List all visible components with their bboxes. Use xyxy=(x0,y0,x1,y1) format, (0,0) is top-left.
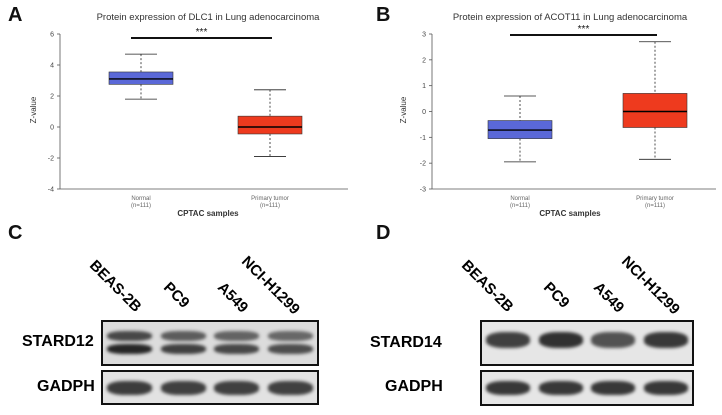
x-tick-label: Primary tumor xyxy=(636,196,674,202)
y-tick-label: 1 xyxy=(422,83,426,90)
x-tick-label: Primary tumor xyxy=(251,196,289,202)
blot-band xyxy=(214,344,260,354)
y-tick-label: -4 xyxy=(48,187,54,194)
lane-label: BEAS-2B xyxy=(458,256,517,316)
y-tick-label: 2 xyxy=(50,94,54,101)
lane-label: A549 xyxy=(214,278,252,317)
blot-band xyxy=(160,331,206,341)
x-tick-label: Normal xyxy=(510,196,529,202)
boxplot-acot11: Protein expression of ACOT11 in Lung ade… xyxy=(399,12,716,218)
control-row-label: GADPH xyxy=(385,378,443,395)
blot-band xyxy=(107,381,153,395)
sample-count-label: (n=111) xyxy=(131,203,151,209)
chart-title: Protein expression of DLC1 in Lung adeno… xyxy=(97,12,321,23)
y-tick-label: 2 xyxy=(422,57,426,64)
target-row-label: STARD12 xyxy=(22,333,94,350)
sample-count-label: (n=111) xyxy=(645,203,665,209)
target-membrane xyxy=(101,320,319,366)
blot-band xyxy=(538,381,583,395)
sample-count-label: (n=111) xyxy=(510,203,530,209)
box-tumor xyxy=(622,93,688,128)
lane-label: BEAS-2B xyxy=(86,256,145,316)
panel-letter-c: C xyxy=(8,222,23,244)
chart-title: Protein expression of ACOT11 in Lung ade… xyxy=(453,12,688,23)
lane-label: PC9 xyxy=(540,278,573,312)
y-tick-label: 0 xyxy=(50,125,54,132)
blot-band xyxy=(267,331,313,341)
blot-band xyxy=(107,344,153,354)
y-axis-label: Z-value xyxy=(399,96,408,123)
target-membrane xyxy=(480,320,694,366)
significance-stars: *** xyxy=(196,27,208,38)
control-row-label: GADPH xyxy=(37,378,95,395)
y-tick-label: -1 xyxy=(420,135,426,142)
blot-band xyxy=(267,381,313,395)
blot-band xyxy=(267,344,313,354)
control-membrane xyxy=(480,370,694,406)
blot-band xyxy=(160,381,206,395)
y-tick-label: 6 xyxy=(50,32,54,39)
blot-band xyxy=(214,381,260,395)
blot-band xyxy=(486,332,531,348)
sample-count-label: (n=111) xyxy=(260,203,280,209)
blot-band xyxy=(643,332,688,348)
box-normal xyxy=(108,71,174,85)
y-tick-label: -2 xyxy=(420,161,426,168)
x-axis-label: CPTAC samples xyxy=(177,209,239,218)
y-tick-label: -2 xyxy=(48,156,54,163)
lane-label: A549 xyxy=(590,278,628,317)
lane-label: NCI-H1299 xyxy=(238,252,304,319)
x-axis-label: CPTAC samples xyxy=(539,209,601,218)
box-tumor xyxy=(237,115,303,135)
blot-band xyxy=(107,331,153,341)
panel-letter-b: B xyxy=(376,4,391,26)
y-tick-label: 4 xyxy=(50,63,54,70)
x-tick-label: Normal xyxy=(131,196,150,202)
lane-label: NCI-H1299 xyxy=(618,252,684,319)
panel-letter-a: A xyxy=(8,4,23,26)
y-tick-label: -3 xyxy=(420,187,426,194)
blot-band xyxy=(486,381,531,395)
y-tick-label: 3 xyxy=(422,32,426,39)
boxplot-dlc1: Protein expression of DLC1 in Lung adeno… xyxy=(29,12,348,218)
blot-band xyxy=(591,381,636,395)
panel-letter-d: D xyxy=(376,222,391,244)
lane-label: PC9 xyxy=(160,278,193,312)
blot-band xyxy=(160,344,206,354)
blot-band xyxy=(591,332,636,348)
control-membrane xyxy=(101,370,319,405)
blot-band xyxy=(643,381,688,395)
target-row-label: STARD14 xyxy=(370,334,442,351)
blot-band xyxy=(214,331,260,341)
y-axis-label: Z-value xyxy=(29,96,38,123)
y-tick-label: 0 xyxy=(422,109,426,116)
western-blot-stard12: BEAS-2B PC9 A549 NCI-H1299 STARD12 GADPH xyxy=(0,240,360,415)
western-blot-stard14: BEAS-2B PC9 A549 NCI-H1299 STARD14 GADPH xyxy=(362,240,722,415)
blot-band xyxy=(538,332,583,348)
significance-stars: *** xyxy=(578,24,590,35)
